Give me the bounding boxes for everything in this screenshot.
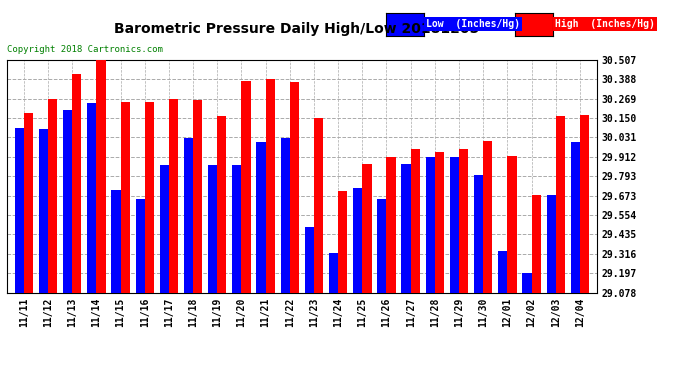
Bar (426, 157, 435, 292)
Bar (571, 142, 580, 292)
Bar (281, 138, 290, 292)
Bar (184, 138, 193, 292)
Bar (14, 128, 24, 292)
Bar (580, 115, 589, 292)
Bar (305, 227, 314, 292)
Bar (450, 157, 459, 292)
Bar (169, 99, 178, 292)
Bar (507, 156, 517, 292)
Bar (314, 118, 323, 292)
Bar (257, 142, 266, 292)
Bar (193, 100, 202, 292)
Bar (39, 129, 48, 292)
Bar (135, 200, 145, 292)
Bar (483, 141, 493, 292)
Bar (377, 200, 386, 292)
Text: Low  (Inches/Hg): Low (Inches/Hg) (426, 20, 520, 29)
Bar (217, 117, 226, 292)
Bar (290, 82, 299, 292)
Text: Copyright 2018 Cartronics.com: Copyright 2018 Cartronics.com (7, 45, 163, 54)
Bar (72, 74, 81, 292)
Bar (145, 102, 154, 292)
Bar (435, 152, 444, 292)
Bar (522, 273, 531, 292)
Bar (498, 252, 507, 292)
Bar (402, 164, 411, 292)
Bar (87, 104, 97, 292)
Bar (97, 60, 106, 292)
Bar (555, 117, 565, 292)
Bar (266, 79, 275, 292)
Bar (353, 188, 362, 292)
Bar (241, 81, 250, 292)
Bar (459, 149, 469, 292)
Bar (546, 195, 555, 292)
Bar (159, 165, 169, 292)
Bar (386, 157, 395, 292)
Bar (111, 190, 121, 292)
Bar (362, 164, 371, 292)
Text: Barometric Pressure Daily High/Low 20181205: Barometric Pressure Daily High/Low 20181… (114, 22, 480, 36)
Bar (411, 149, 420, 292)
Bar (531, 195, 541, 292)
Bar (474, 175, 483, 292)
Bar (121, 102, 130, 292)
Bar (48, 99, 57, 292)
Bar (208, 165, 217, 292)
Bar (233, 165, 241, 292)
Bar (24, 113, 33, 292)
Bar (63, 110, 72, 292)
Text: High  (Inches/Hg): High (Inches/Hg) (555, 20, 655, 29)
Bar (329, 253, 338, 292)
Bar (338, 191, 347, 292)
